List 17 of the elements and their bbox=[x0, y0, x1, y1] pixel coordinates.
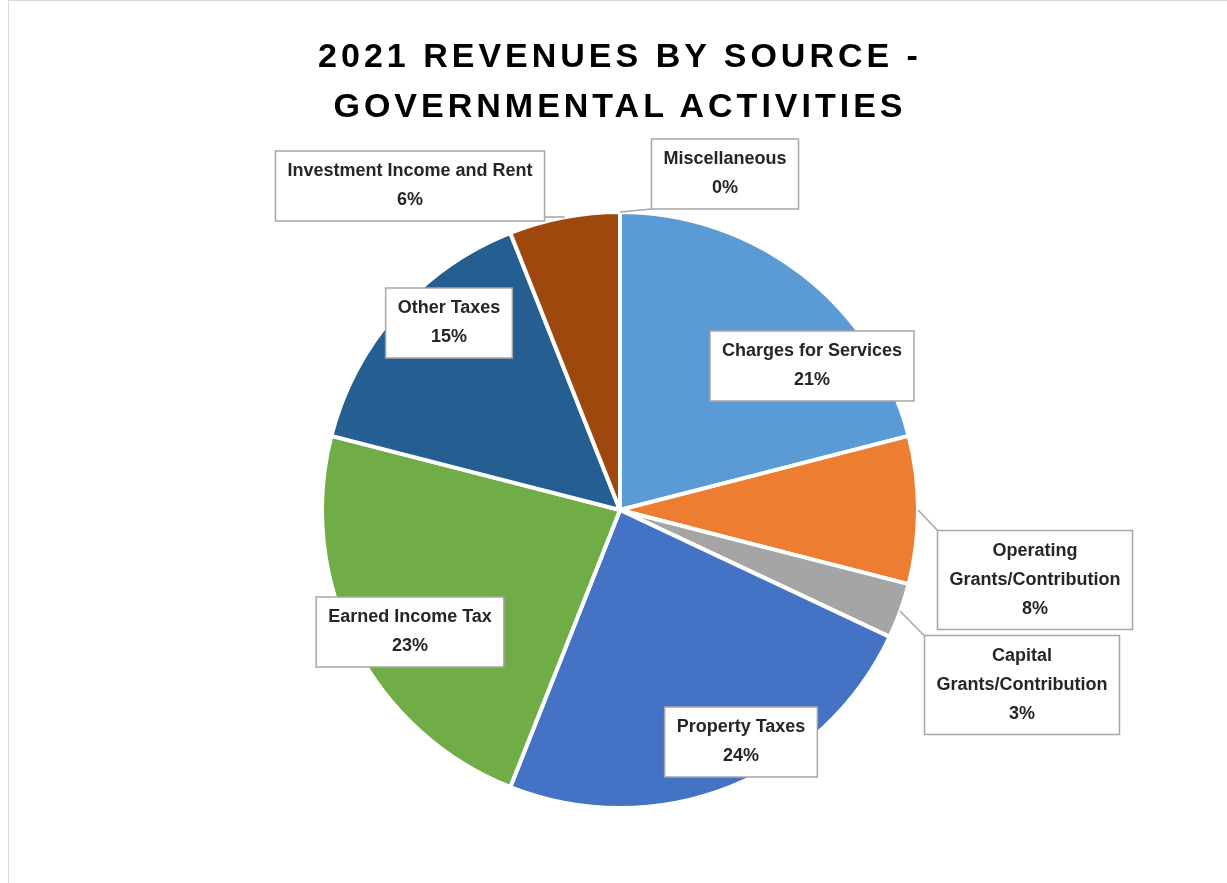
data-label: 23% bbox=[391, 635, 429, 656]
category-label: Miscellaneous bbox=[663, 148, 787, 169]
text: 0% bbox=[711, 177, 739, 198]
data-label: 15% bbox=[430, 326, 468, 347]
data-label: 24% bbox=[722, 745, 760, 766]
slice-label: Operating Grants/Contribution bbox=[949, 539, 1121, 589]
slice-label: Capital Grants/Contribution bbox=[936, 644, 1108, 694]
data-label: 3% bbox=[1008, 702, 1036, 723]
chart-title: 2021 REVENUES BY SOURCE - GOVERNMENTAL ACTIVITIES bbox=[317, 35, 923, 126]
data-label: 21% bbox=[793, 369, 831, 390]
slice-label: Investment Income and Rent bbox=[287, 160, 533, 181]
slice-label: Property Taxes bbox=[676, 716, 806, 737]
data-label: 8% bbox=[1021, 597, 1049, 618]
slice-label: Earned Income Tax bbox=[328, 606, 492, 627]
data-label: 6% bbox=[396, 189, 424, 210]
slice-label: Other Taxes bbox=[397, 297, 501, 318]
slice-label: Charges for Services bbox=[721, 340, 903, 361]
